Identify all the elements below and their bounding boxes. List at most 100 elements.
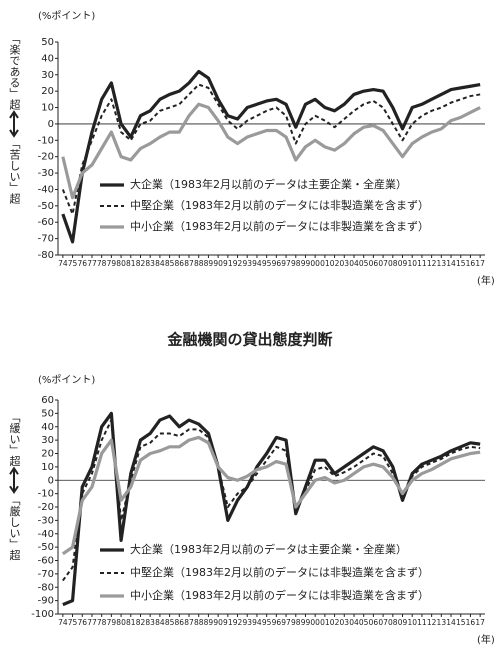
x-tick-label: 13 xyxy=(437,259,447,268)
x-tick-label: 16 xyxy=(466,618,476,627)
y-tick-label: -90 xyxy=(38,596,54,607)
series-line xyxy=(62,419,481,582)
y-tick-label: -60 xyxy=(38,217,54,228)
x-tick-label: 87 xyxy=(184,259,194,268)
x-tick-label: 14 xyxy=(446,259,456,268)
x-tick-label: 11 xyxy=(417,618,427,627)
series-line xyxy=(61,83,481,216)
x-tick-label: 08 xyxy=(388,259,398,268)
x-tick-label: 10 xyxy=(407,259,417,268)
y-tick-label: 40 xyxy=(41,53,54,64)
arrow xyxy=(9,466,19,495)
x-tick-label: 00 xyxy=(310,618,320,627)
x-tick-label: 96 xyxy=(272,618,282,627)
x-tick-label: 92 xyxy=(233,618,243,627)
x-tick-label: 13 xyxy=(437,618,447,627)
x-tick-label: 07 xyxy=(378,259,388,268)
x-tick-label: 12 xyxy=(427,618,437,627)
y-tick-label: 20 xyxy=(41,449,54,460)
series-line xyxy=(61,69,481,244)
y-tick-label: 60 xyxy=(41,395,54,406)
x-tick-label: 85 xyxy=(165,618,175,627)
y-tick-label: 10 xyxy=(41,103,54,114)
x-tick-label: 84 xyxy=(155,618,165,627)
y-tick-label: -40 xyxy=(38,529,54,540)
x-tick-label: 97 xyxy=(281,618,291,627)
series-line xyxy=(61,102,481,200)
x-tick-label: 89 xyxy=(204,259,214,268)
x-tick-label: 11 xyxy=(417,259,427,268)
x-tick-label: 81 xyxy=(126,259,136,268)
x-tick-label: 02 xyxy=(330,618,340,627)
y-tick-label: 50 xyxy=(41,408,54,419)
x-tick-label: 87 xyxy=(184,618,194,627)
x-tick-label: 82 xyxy=(136,618,146,627)
y-tick-label: 0 xyxy=(48,119,54,130)
x-tick-label: 90 xyxy=(213,259,223,268)
y-tick-label: -50 xyxy=(38,201,54,212)
x-tick-label: 74 xyxy=(58,618,68,627)
chart-title: 金融機関の貸出態度判断 xyxy=(166,331,332,349)
x-tick-label: 05 xyxy=(359,259,369,268)
x-tick-label: 89 xyxy=(204,618,214,627)
x-tick-label: 79 xyxy=(107,259,117,268)
y-tick-label: -70 xyxy=(38,569,54,580)
x-tick-label: 00 xyxy=(310,259,320,268)
x-tick-label: 98 xyxy=(291,618,301,627)
x-tick-label: 16 xyxy=(466,259,476,268)
x-tick-label: 74 xyxy=(58,259,68,268)
arrow xyxy=(9,110,19,138)
x-tick-label: 99 xyxy=(301,259,311,268)
x-tick-label: 09 xyxy=(398,618,408,627)
x-tick-label: 76 xyxy=(77,259,87,268)
x-tick-label: 86 xyxy=(175,618,185,627)
x-tick-label: 91 xyxy=(223,259,233,268)
y-tick-label: 0 xyxy=(48,475,54,486)
x-tick-label: 08 xyxy=(388,618,398,627)
x-tick-label: 84 xyxy=(155,259,165,268)
x-tick-label: 82 xyxy=(136,259,146,268)
x-tick-label: 97 xyxy=(281,259,291,268)
y-tick-label: -70 xyxy=(38,234,54,245)
y-tick-label: -20 xyxy=(38,502,54,513)
y-tick-label: -40 xyxy=(38,184,54,195)
x-tick-label: 17 xyxy=(475,618,485,627)
x-tick-label: 15 xyxy=(456,618,466,627)
x-axis-label: (年) xyxy=(477,633,495,646)
x-tick-label: 14 xyxy=(446,618,456,627)
x-tick-label: 88 xyxy=(194,259,204,268)
y-tick-label: -10 xyxy=(38,489,54,500)
x-tick-label: 75 xyxy=(68,618,78,627)
x-tick-label: 79 xyxy=(107,618,117,627)
x-tick-label: 96 xyxy=(272,259,282,268)
x-tick-label: 06 xyxy=(369,618,379,627)
y-tick-label: -20 xyxy=(38,152,54,163)
x-tick-label: 80 xyxy=(116,618,126,627)
legend-label: 中堅企業（1983年2月以前のデータには非製造業を含まず） xyxy=(130,198,429,212)
x-tick-label: 12 xyxy=(427,259,437,268)
y-tick-label: -30 xyxy=(38,515,54,526)
legend-label: 中堅企業（1983年2月以前のデータには非製造業を含まず） xyxy=(130,565,429,579)
y-axis-label: (%ポイント) xyxy=(38,374,95,386)
x-tick-label: 92 xyxy=(233,259,243,268)
y-tick-label: 30 xyxy=(41,70,54,81)
x-tick-label: 88 xyxy=(194,618,204,627)
y-tick-label: 40 xyxy=(41,422,54,433)
y-tick-label: -50 xyxy=(38,542,54,553)
x-tick-label: 94 xyxy=(252,259,262,268)
x-tick-label: 93 xyxy=(242,259,252,268)
x-tick-label: 76 xyxy=(77,618,87,627)
y-tick-label: 20 xyxy=(41,86,54,97)
y-tick-label: 30 xyxy=(41,435,54,446)
x-tick-label: 04 xyxy=(349,618,359,627)
x-tick-label: 93 xyxy=(242,618,252,627)
x-tick-label: 77 xyxy=(87,618,97,627)
legend-label: 中小企業（1983年2月以前のデータには非製造業を含まず） xyxy=(130,219,429,233)
x-tick-label: 75 xyxy=(68,259,78,268)
x-tick-label: 78 xyxy=(97,259,107,268)
x-tick-label: 05 xyxy=(359,618,369,627)
y-tick-label: -80 xyxy=(38,250,54,261)
x-tick-label: 98 xyxy=(291,259,301,268)
x-tick-label: 04 xyxy=(349,259,359,268)
